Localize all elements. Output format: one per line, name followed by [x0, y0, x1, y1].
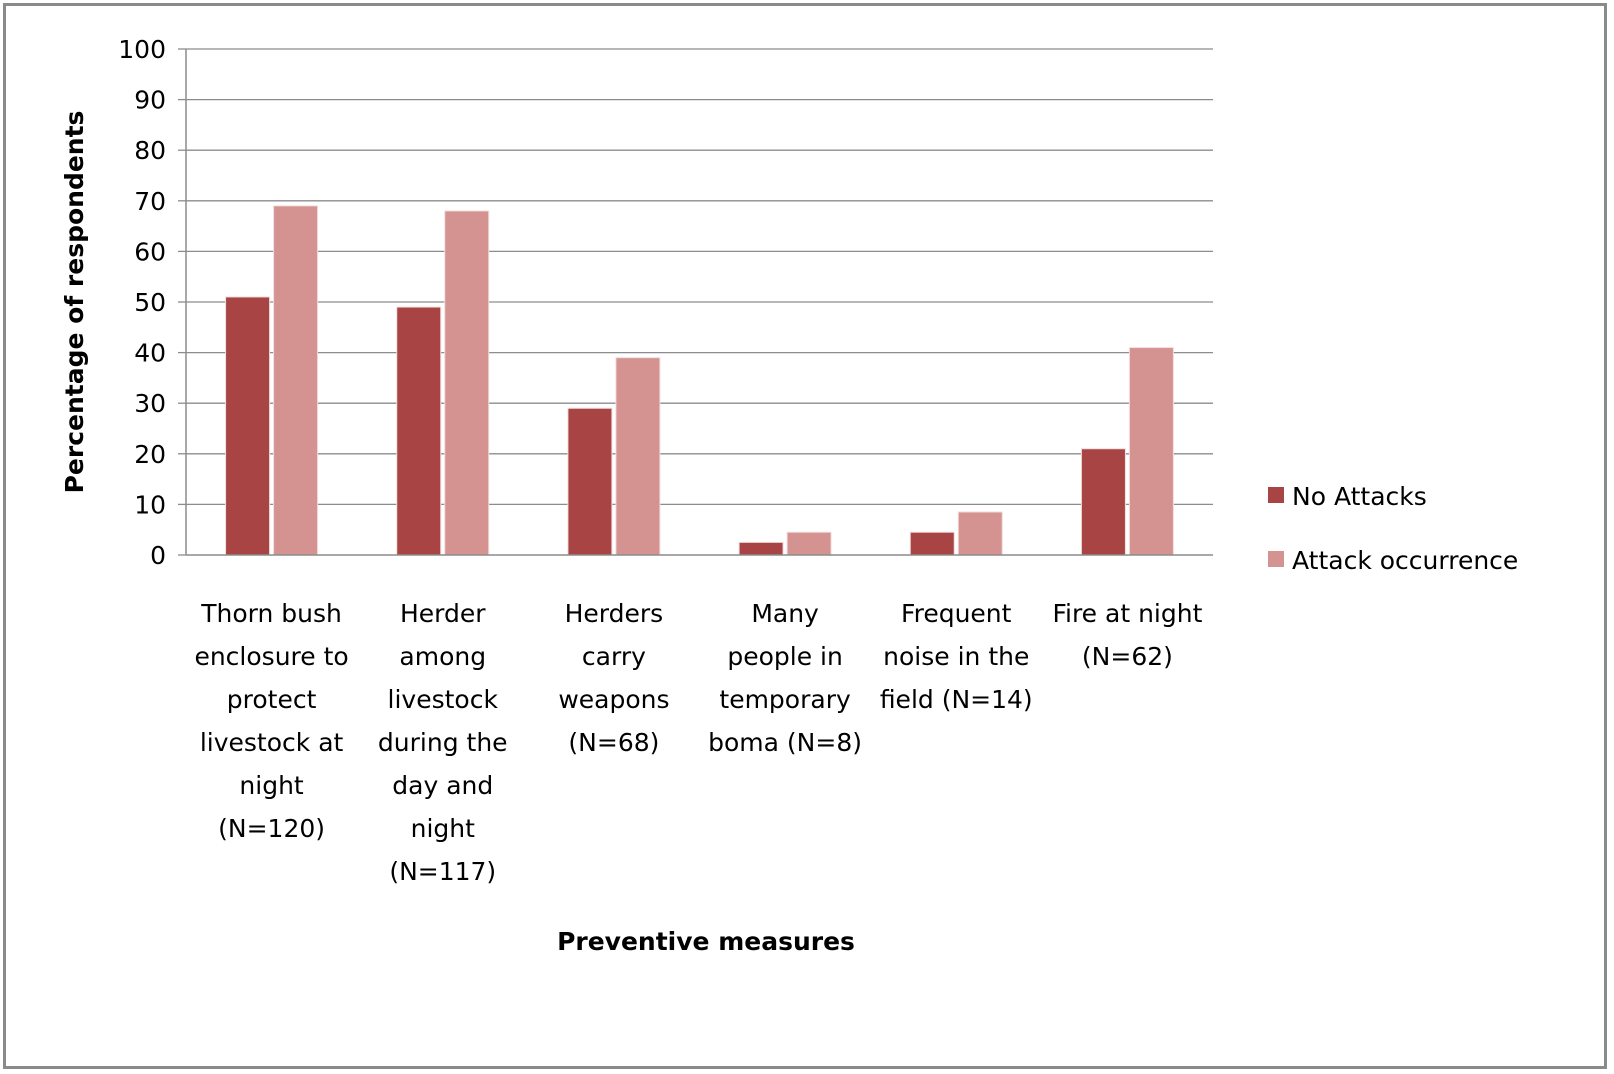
bar-no-attacks — [909, 531, 955, 556]
x-category-labels: Thorn bush enclosure to protect livestock a… — [194, 599, 1202, 886]
axes — [185, 49, 1213, 556]
bar-no-attacks — [1080, 448, 1126, 556]
gridlines — [178, 48, 1213, 556]
bars — [225, 205, 1174, 556]
x-category-label: Herders carry weapons (N=68) — [558, 599, 669, 757]
bar-no-attacks — [396, 306, 442, 556]
bar-attack-occurrence — [444, 210, 490, 556]
y-tick-label: 40 — [134, 339, 166, 368]
y-tick-label: 10 — [134, 490, 166, 519]
bar-attack-occurrence — [615, 357, 661, 556]
x-category-label: Fire at night (N=62) — [1052, 599, 1202, 671]
bar-attack-occurrence — [273, 205, 319, 556]
x-category-label: Thorn bush enclosure to protect livestock a… — [194, 599, 348, 843]
y-tick-label: 20 — [134, 440, 166, 469]
y-axis-title: Percentage of respondents — [60, 111, 89, 494]
bar-attack-occurrence — [1128, 347, 1174, 556]
bar-no-attacks — [225, 296, 271, 556]
bar-chart: 0 10 20 30 40 50 60 70 80 90 100 Thorn bush enclosu… — [60, 35, 1518, 956]
bar-no-attacks — [738, 541, 784, 556]
y-tick-label: 80 — [134, 136, 166, 165]
legend-label: Attack occurrence — [1292, 546, 1518, 575]
x-category-label: Frequent noise in the field (N=14) — [880, 599, 1033, 714]
chart-frame: 0 10 20 30 40 50 60 70 80 90 100 Thorn bush enclosu… — [3, 3, 1607, 1069]
x-category-label: Herder among livestock during the day and nig… — [378, 599, 508, 886]
bar-no-attacks — [567, 407, 613, 556]
bar-attack-occurrence — [957, 511, 1003, 556]
y-tick-label: 90 — [134, 86, 166, 115]
x-axis-title: Preventive measures — [557, 927, 855, 956]
legend: No Attacks Attack occurrence — [1268, 482, 1518, 575]
legend-swatch — [1268, 487, 1284, 503]
legend-label: No Attacks — [1292, 482, 1427, 511]
y-tick-label: 50 — [134, 288, 166, 317]
y-tick-labels: 0 10 20 30 40 50 60 70 80 90 100 — [118, 35, 166, 570]
y-tick-label: 0 — [150, 541, 166, 570]
y-tick-label: 70 — [134, 187, 166, 216]
y-tick-label: 100 — [118, 35, 166, 64]
legend-swatch — [1268, 551, 1284, 567]
x-category-label: Many people in temporary boma (N=8) — [708, 599, 862, 757]
y-tick-label: 60 — [134, 237, 166, 266]
bar-attack-occurrence — [786, 531, 832, 556]
y-tick-label: 30 — [134, 389, 166, 418]
